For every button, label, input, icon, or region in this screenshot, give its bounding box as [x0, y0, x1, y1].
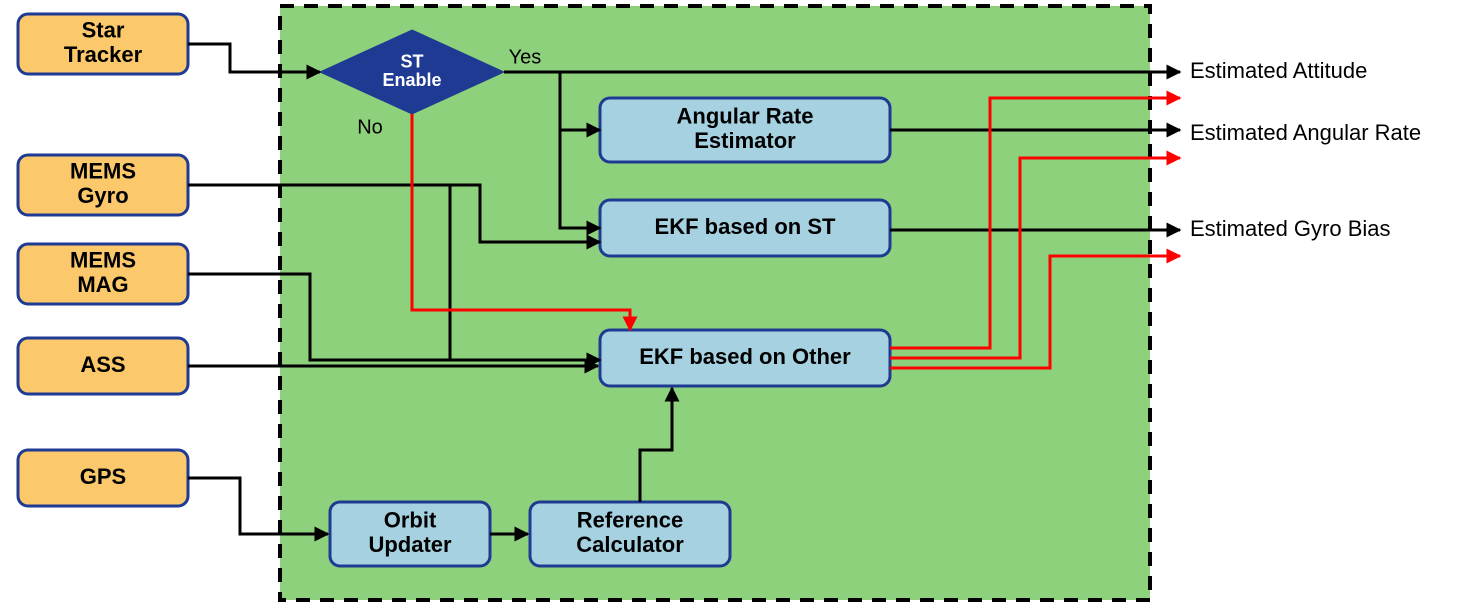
input-mag-label: MEMS [70, 248, 136, 273]
branch-label: No [357, 116, 383, 138]
process-are-label: Angular Rate [677, 104, 814, 129]
process-are-label: Estimator [694, 128, 796, 153]
process-refc-label: Reference [577, 508, 683, 533]
process-refc-label: Calculator [576, 532, 684, 557]
output-label: Estimated Angular Rate [1190, 120, 1421, 145]
output-label: Estimated Gyro Bias [1190, 216, 1391, 241]
process-orbit-label: Updater [368, 532, 452, 557]
output-label: Estimated Attitude [1190, 58, 1367, 83]
input-star-label: Tracker [64, 42, 143, 67]
input-gps-label: GPS [80, 464, 126, 489]
process-orbit-label: Orbit [384, 508, 437, 533]
input-gyro-label: Gyro [77, 183, 128, 208]
branch-label: Yes [509, 46, 542, 68]
input-gyro-label: MEMS [70, 159, 136, 184]
input-ass-label: ASS [80, 352, 125, 377]
input-mag-label: MAG [77, 272, 128, 297]
process-ekfoth-label: EKF based on Other [639, 344, 851, 369]
decision-stenable-label: Enable [382, 70, 441, 90]
input-star-label: Star [82, 18, 125, 43]
process-ekfst-label: EKF based on ST [655, 214, 836, 239]
decision-stenable-label: ST [400, 51, 423, 71]
